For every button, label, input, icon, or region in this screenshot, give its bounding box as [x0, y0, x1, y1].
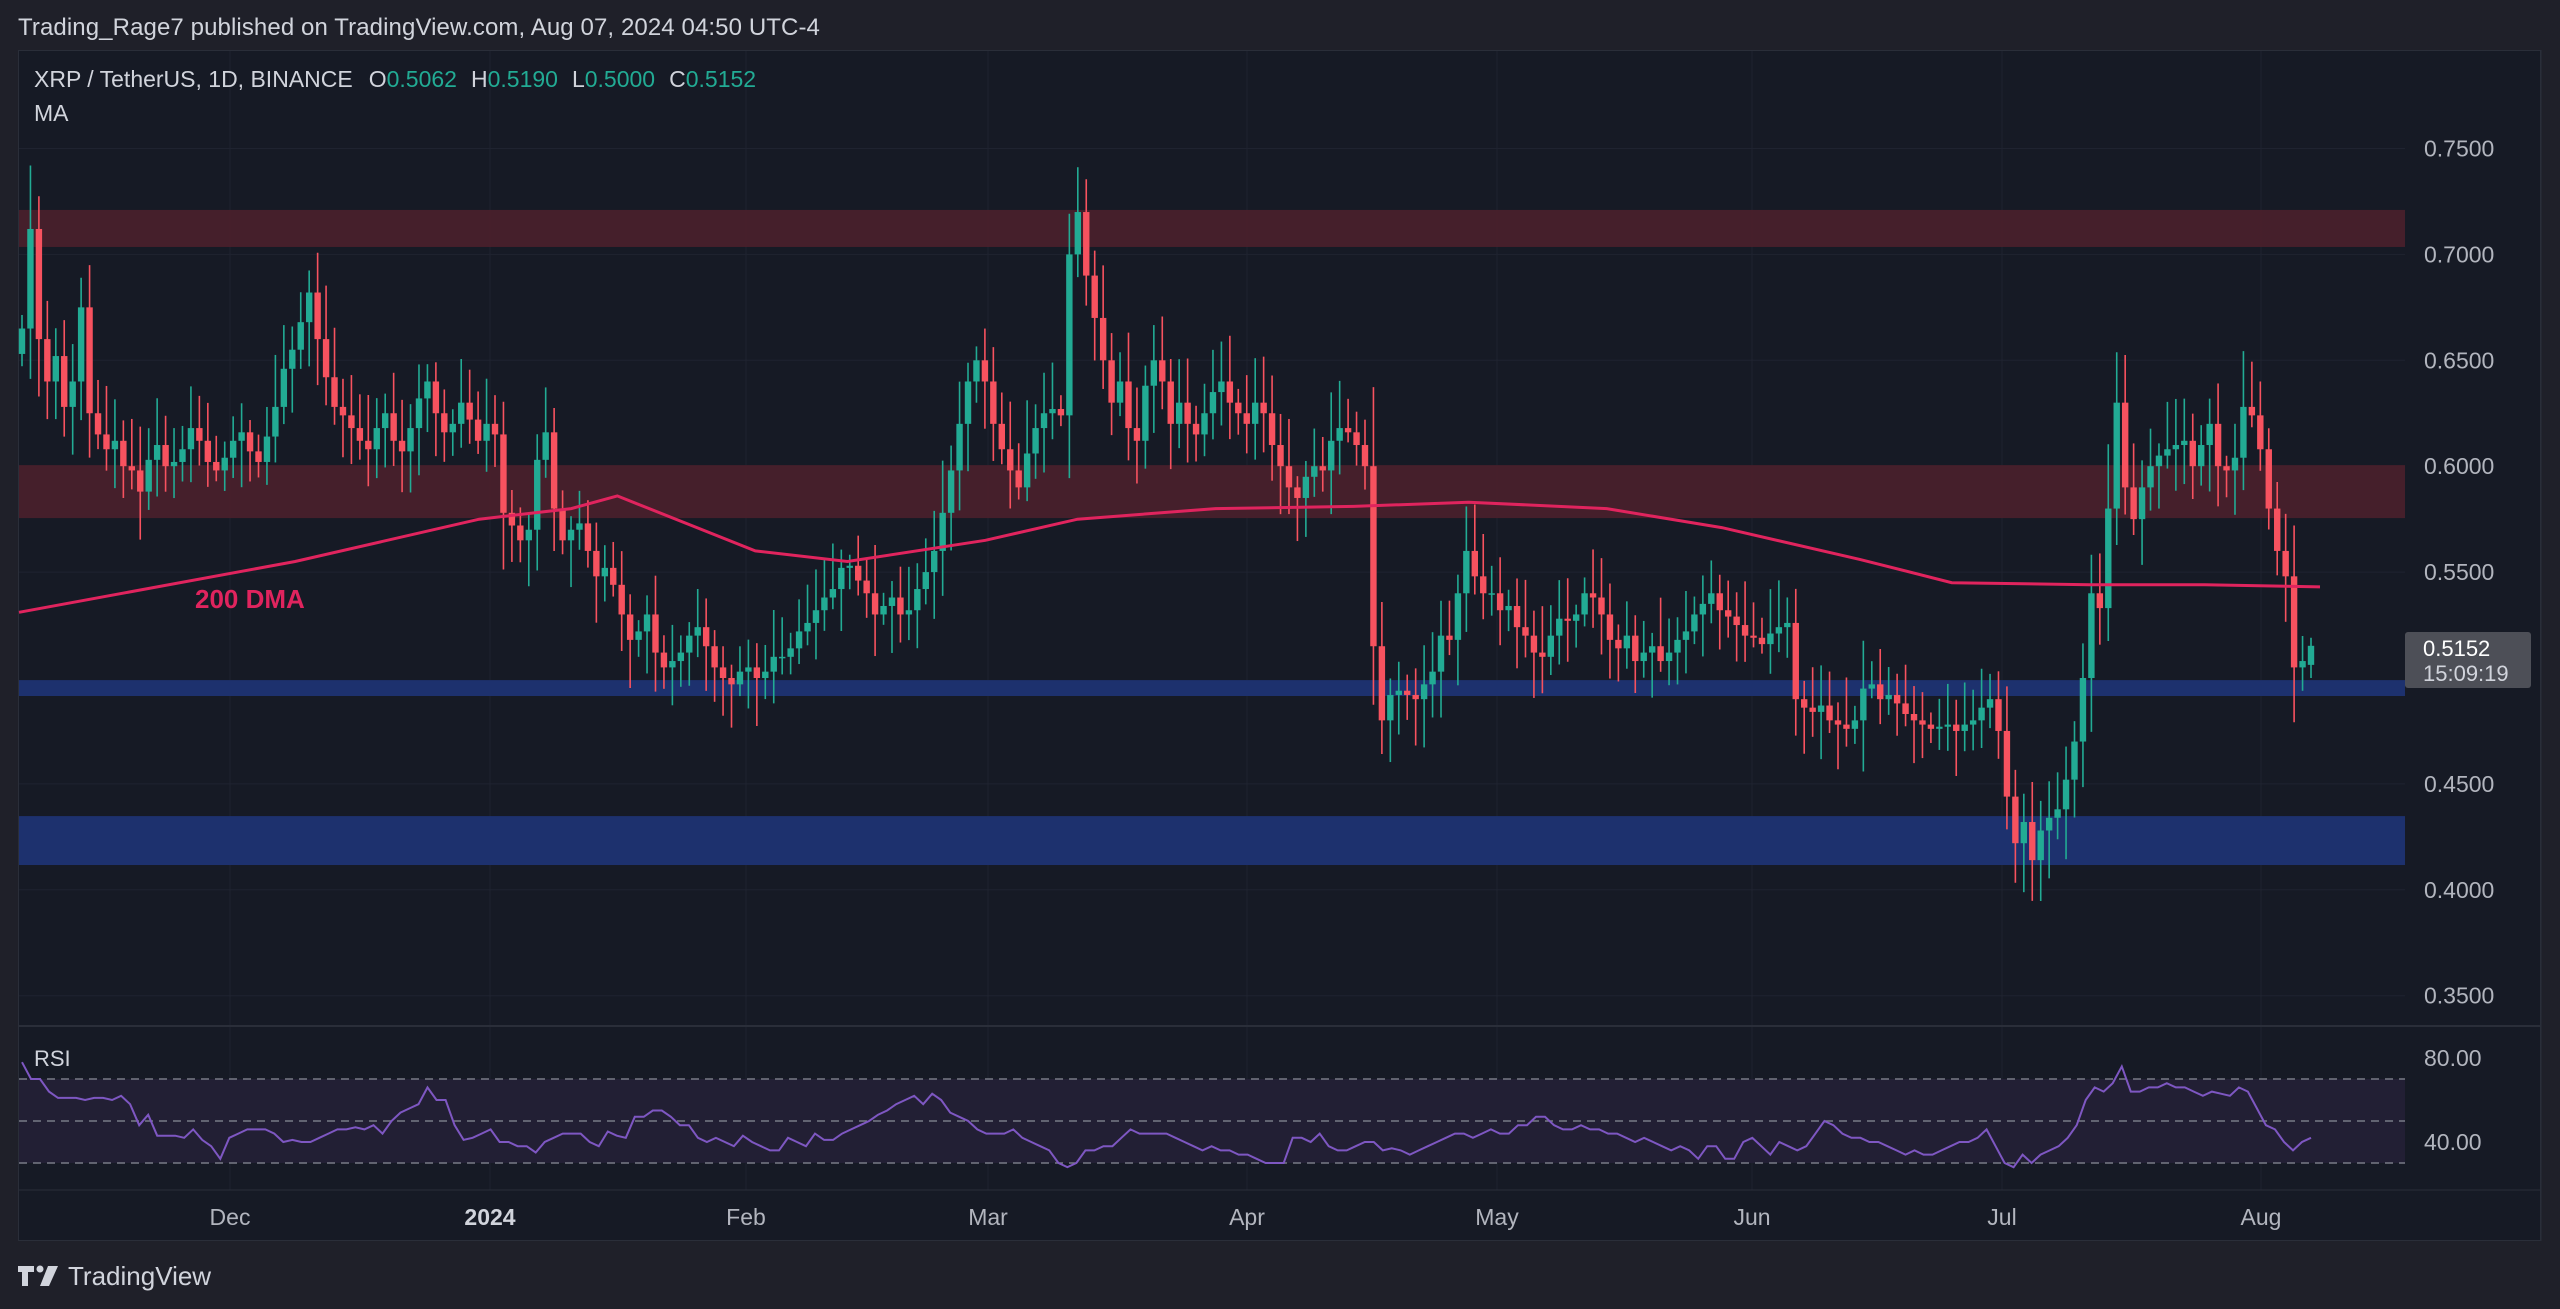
- bar-countdown: 15:09:19: [2423, 661, 2509, 686]
- price-axis-label: 0.4500: [2424, 771, 2494, 797]
- support-zone[interactable]: [19, 680, 2405, 697]
- rsi-label[interactable]: RSI: [34, 1046, 71, 1071]
- price-axis-label: 0.5500: [2424, 559, 2494, 585]
- time-axis-label: Feb: [726, 1204, 766, 1230]
- resistance-zone[interactable]: [19, 209, 2405, 247]
- publisher-line: Trading_Rage7 published on TradingView.c…: [18, 14, 820, 41]
- low-key: L: [571, 66, 585, 92]
- high-key: H: [470, 66, 488, 92]
- close-key: C: [669, 66, 686, 92]
- price-axis-label: 0.6000: [2424, 453, 2494, 479]
- symbol-name[interactable]: XRP / TetherUS, 1D, BINANCE: [34, 66, 353, 92]
- price-axis-label: 0.6500: [2424, 347, 2494, 373]
- time-axis-label: Apr: [1229, 1204, 1265, 1230]
- time-axis-label: Dec: [210, 1204, 251, 1230]
- symbol-legend: XRP / TetherUS, 1D, BINANCE O0.5062 H0.519…: [34, 66, 770, 93]
- brand-name: TradingView: [68, 1260, 212, 1291]
- last-price: 0.5152: [2423, 636, 2491, 661]
- last-price-tag: 0.5152 15:09:19: [2405, 632, 2531, 688]
- open-value: 0.5062: [386, 66, 457, 92]
- tradingview-brand[interactable]: TradingView: [18, 1260, 212, 1291]
- price-axis-label: 0.7500: [2424, 136, 2494, 162]
- time-axis-label: 2024: [464, 1204, 515, 1230]
- time-axis-label: Jul: [1987, 1204, 2016, 1230]
- candles: [18, 165, 2315, 902]
- ma-indicator-label[interactable]: MA: [34, 100, 69, 126]
- dma-200-line: [18, 494, 2321, 614]
- chart-frame: [18, 50, 2541, 1241]
- dma-annotation: 200 DMA: [195, 584, 305, 614]
- time-axis-label: May: [1475, 1204, 1519, 1230]
- rsi-axis-label: 80.00: [2424, 1045, 2482, 1071]
- time-axis-label: Jun: [1733, 1204, 1770, 1230]
- price-axis-label: 0.3500: [2424, 983, 2494, 1009]
- rsi-axis-label: 40.00: [2424, 1129, 2482, 1155]
- tradingview-logo-icon: [18, 1265, 58, 1286]
- time-axis-label: Mar: [968, 1204, 1008, 1230]
- price-axis-label: 0.4000: [2424, 877, 2494, 903]
- low-value: 0.5000: [584, 66, 656, 92]
- rsi-line: [21, 1061, 2312, 1169]
- open-key: O: [368, 66, 387, 92]
- time-axis-label: Aug: [2241, 1204, 2282, 1230]
- high-value: 0.5190: [487, 66, 558, 92]
- price-axis-label: 0.7000: [2424, 241, 2494, 267]
- close-value: 0.5152: [685, 66, 757, 92]
